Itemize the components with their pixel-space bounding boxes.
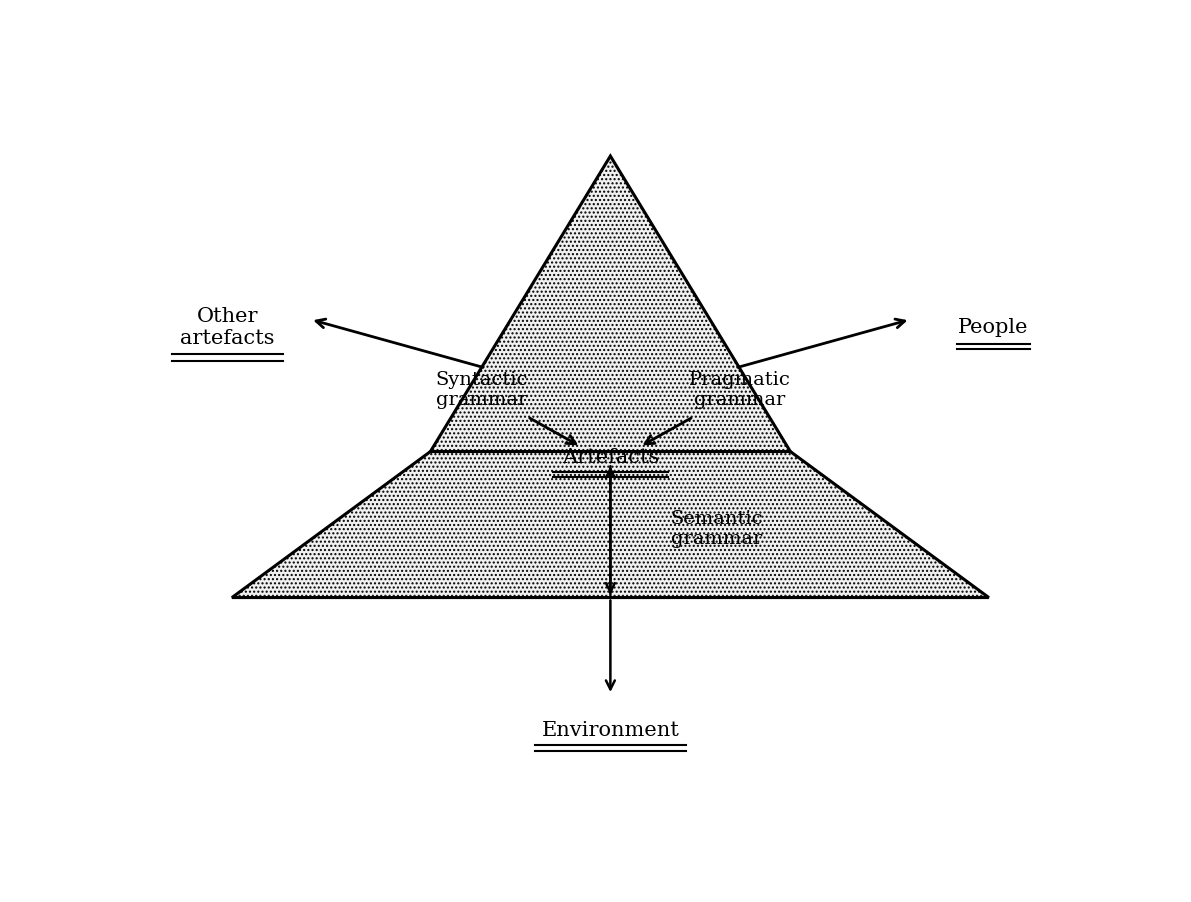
- Text: Pragmatic
grammar: Pragmatic grammar: [688, 370, 791, 409]
- Text: Artefacts: Artefacts: [562, 447, 659, 466]
- Text: Other
artefacts: Other artefacts: [180, 307, 275, 347]
- Text: Syntactic
grammar: Syntactic grammar: [435, 370, 528, 409]
- Polygon shape: [232, 452, 989, 598]
- Polygon shape: [430, 157, 791, 452]
- Text: People: People: [959, 318, 1029, 336]
- Text: Semantic
grammar: Semantic grammar: [671, 509, 763, 548]
- Text: Environment: Environment: [542, 721, 679, 740]
